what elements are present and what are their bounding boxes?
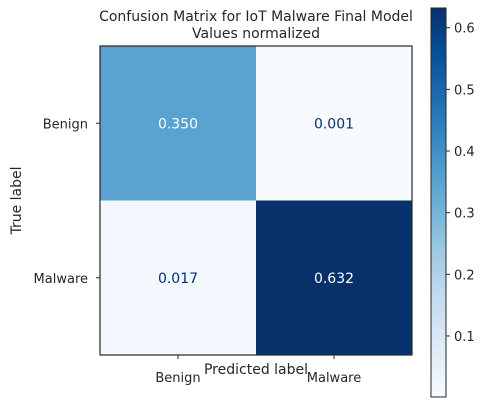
chart-subtitle: Values normalized [192,26,320,42]
heatmap-cell [256,200,412,355]
colorbar-tick-label: 0.3 [454,207,475,222]
heatmap-cell [100,200,256,355]
y-tick-label: Malware [34,272,88,287]
x-axis-label: Predicted label [204,362,308,378]
cell-value-label: 0.632 [314,271,354,287]
chart-title: Confusion Matrix for IoT Malware Final M… [99,9,413,25]
heatmap-cell [100,46,256,201]
cell-value-label: 0.350 [158,116,198,132]
heatmap-cell [256,46,412,201]
heatmap-cells: 0.350 0.001 0.017 0.632 [100,46,412,355]
y-axis-label: True label [9,166,25,235]
colorbar-tick-label: 0.2 [454,268,475,283]
x-tick-labels: Benign Malware [155,355,361,386]
colorbar-ticks: 0.1 0.2 0.3 0.4 0.5 0.6 [446,22,475,345]
colorbar-tick-label: 0.6 [454,22,475,37]
colorbar [430,7,447,398]
colorbar-tick-label: 0.5 [454,83,475,98]
x-tick-label: Malware [307,371,361,386]
x-tick-label: Benign [155,371,200,386]
colorbar-tick-label: 0.4 [454,145,475,160]
plot-frame [99,45,413,356]
cell-value-label: 0.001 [314,116,354,132]
colorbar-tick-label: 0.1 [454,330,475,345]
y-tick-labels: Benign Malware [34,117,100,287]
cell-value-label: 0.017 [158,271,198,287]
y-tick-label: Benign [43,117,88,132]
